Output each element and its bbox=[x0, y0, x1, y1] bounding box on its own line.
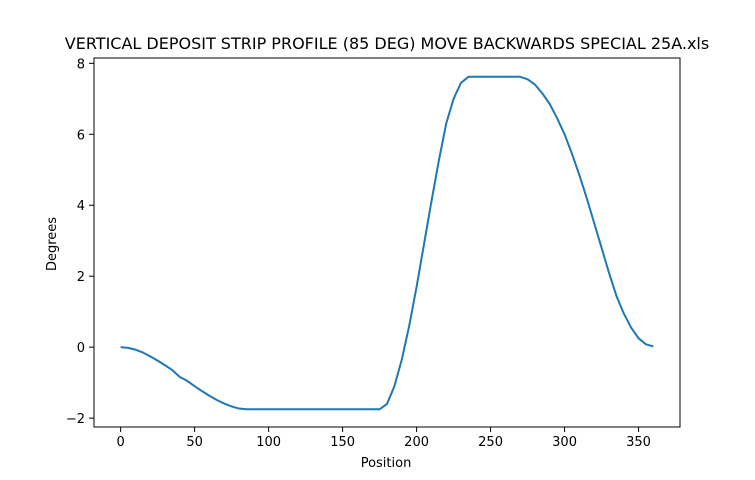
x-tick-label: 150 bbox=[330, 435, 355, 450]
x-axis-label: Position bbox=[361, 456, 412, 471]
y-tick-label: 4 bbox=[77, 199, 85, 214]
axes-frame bbox=[93, 57, 681, 428]
y-tick-label: 0 bbox=[77, 341, 85, 356]
x-tick-label: 250 bbox=[478, 435, 503, 450]
y-axis-label: Degrees bbox=[45, 217, 60, 271]
x-tick-label: 200 bbox=[404, 435, 429, 450]
x-tick-label: 50 bbox=[186, 435, 203, 450]
x-tick-label: 350 bbox=[626, 435, 651, 450]
x-tick-label: 300 bbox=[552, 435, 577, 450]
y-tick-label: −2 bbox=[66, 412, 85, 427]
chart-title: VERTICAL DEPOSIT STRIP PROFILE (85 DEG) … bbox=[65, 34, 709, 53]
y-tick-label: 6 bbox=[77, 128, 85, 143]
y-tick-label: 8 bbox=[77, 57, 85, 72]
plot-area: 0 50 100 150 200 250 300 350 −2 0 2 4 6 8 bbox=[66, 57, 681, 450]
x-tick-label: 100 bbox=[256, 435, 281, 450]
x-tick-label: 0 bbox=[116, 435, 124, 450]
y-tick-label: 2 bbox=[77, 270, 85, 285]
series-line-0 bbox=[120, 75, 654, 411]
